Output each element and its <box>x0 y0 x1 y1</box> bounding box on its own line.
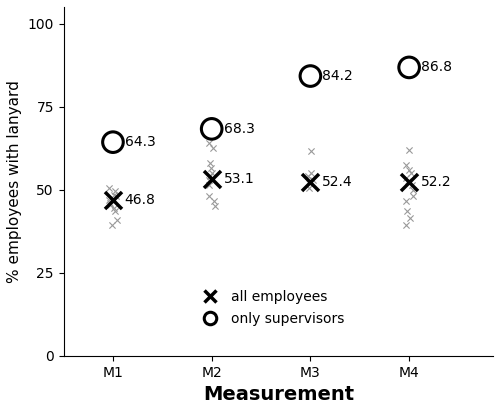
Point <box>404 178 411 185</box>
Point <box>408 181 416 188</box>
X-axis label: Measurement: Measurement <box>203 385 354 404</box>
Point <box>212 203 220 210</box>
Point <box>208 145 216 151</box>
Point <box>109 139 117 145</box>
Point <box>406 170 414 176</box>
Point <box>306 180 314 186</box>
Point <box>208 176 216 182</box>
Point <box>206 193 214 200</box>
Point <box>208 170 216 176</box>
Point <box>206 160 214 166</box>
Point <box>106 200 114 206</box>
Point <box>112 216 120 223</box>
Point <box>304 173 312 180</box>
Point <box>110 205 118 211</box>
Point <box>306 178 314 185</box>
Text: 86.8: 86.8 <box>421 60 452 74</box>
Point <box>306 170 314 176</box>
Text: 52.4: 52.4 <box>322 175 353 189</box>
Point <box>402 198 409 205</box>
Point <box>206 173 214 180</box>
Point <box>106 196 114 203</box>
Point <box>404 166 412 173</box>
Point <box>109 197 117 203</box>
Point <box>306 73 314 79</box>
Y-axis label: % employees with lanyard: % employees with lanyard <box>7 80 22 283</box>
Point <box>408 193 416 200</box>
Point <box>305 185 313 191</box>
Point <box>307 148 315 155</box>
Point <box>308 176 316 183</box>
Point <box>409 186 417 193</box>
Legend: all employees, only supervisors: all employees, only supervisors <box>191 284 350 331</box>
Point <box>406 215 414 221</box>
Point <box>112 193 120 200</box>
Point <box>208 126 216 132</box>
Point <box>405 179 413 186</box>
Point <box>111 208 119 215</box>
Point <box>405 146 413 153</box>
Text: 64.3: 64.3 <box>125 135 156 149</box>
Point <box>402 162 410 168</box>
Point <box>110 192 118 198</box>
Point <box>110 188 118 195</box>
Point <box>205 176 213 183</box>
Point <box>402 221 409 228</box>
Point <box>210 198 218 205</box>
Text: 46.8: 46.8 <box>125 193 156 207</box>
Point <box>108 221 116 228</box>
Point <box>105 185 113 191</box>
Text: 53.1: 53.1 <box>224 172 254 186</box>
Point <box>405 64 413 71</box>
Point <box>106 201 114 208</box>
Text: 84.2: 84.2 <box>322 69 353 83</box>
Text: 52.2: 52.2 <box>421 175 452 189</box>
Point <box>402 208 410 215</box>
Point <box>205 181 213 188</box>
Point <box>306 178 314 185</box>
Point <box>402 175 410 181</box>
Point <box>205 140 213 146</box>
Point <box>207 165 215 171</box>
Text: 68.3: 68.3 <box>224 122 254 136</box>
